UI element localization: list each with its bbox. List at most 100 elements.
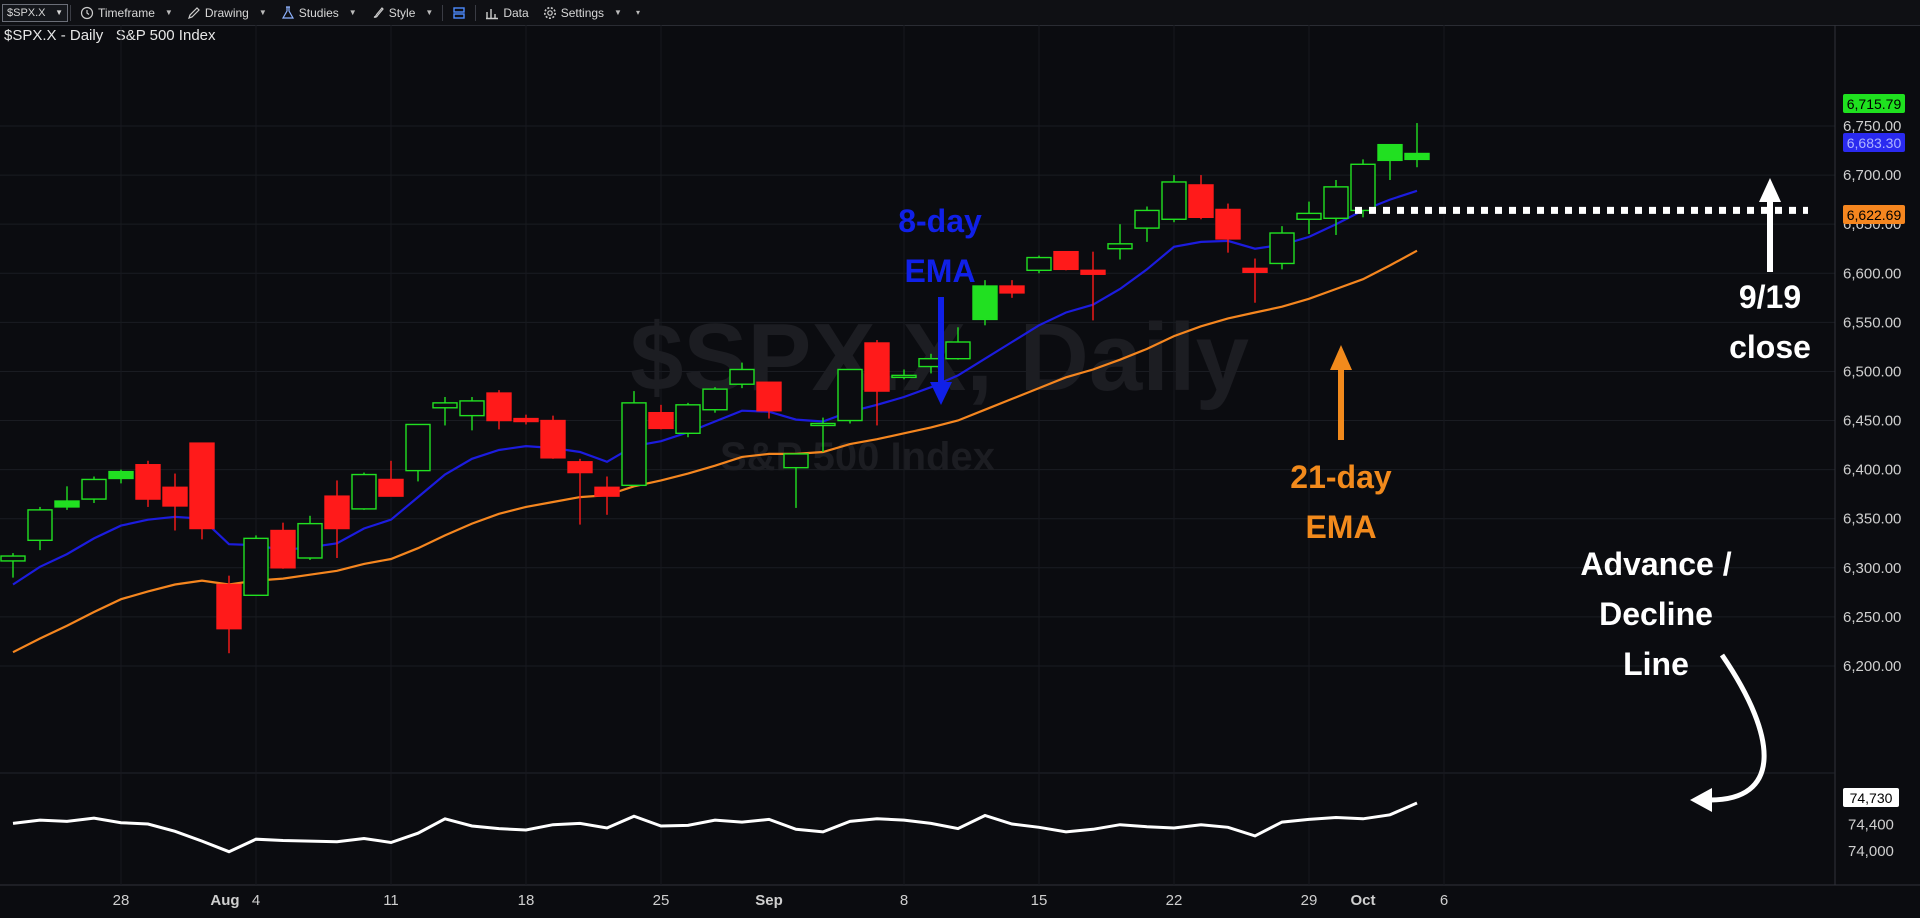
- watermark-name: S&P 500 Index: [720, 435, 995, 479]
- candle-body: [1053, 250, 1079, 271]
- settings-menu[interactable]: Settings ▼: [536, 0, 629, 25]
- candle: [0, 553, 26, 578]
- candle-body: [81, 478, 107, 500]
- ema21-arrow-icon: [1330, 345, 1352, 440]
- chevron-down-icon: ▼: [614, 8, 622, 17]
- date-tick-label: Sep: [755, 892, 783, 909]
- timeframe-menu[interactable]: Timeframe ▼: [73, 0, 180, 25]
- ad-tick-label: 74,400: [1848, 817, 1894, 834]
- candle: [837, 368, 863, 424]
- layout-icon: [453, 6, 466, 19]
- candle: [1053, 250, 1079, 271]
- more-menu[interactable]: ▾: [629, 0, 647, 25]
- ad-axis: 74,000 74,400: [1848, 817, 1894, 860]
- ema8-badge-text: 6,683.30: [1847, 135, 1902, 151]
- symbol-selector[interactable]: $SPX.X ▼: [2, 3, 68, 22]
- candle-body: [783, 453, 809, 469]
- candle: [432, 396, 458, 426]
- candle-body: [54, 500, 80, 508]
- date-tick-label: 28: [113, 892, 130, 909]
- candle: [702, 387, 728, 413]
- chart-toolbar: $SPX.X ▼ Timeframe ▼ Drawing ▼ Studies ▼…: [0, 0, 1920, 26]
- flask-icon: [281, 5, 294, 19]
- candle: [1350, 159, 1376, 218]
- price-tick-label: 6,550.00: [1843, 314, 1901, 331]
- candle-body: [810, 422, 836, 427]
- annotations: 8-day EMA 21-day EMA 9/19 close Advance …: [898, 178, 1811, 812]
- timeframe-label: Timeframe: [98, 5, 155, 20]
- candle-body: [297, 522, 323, 559]
- layout-button[interactable]: [445, 0, 473, 25]
- candle: [270, 522, 296, 569]
- candle-body: [162, 486, 188, 507]
- candle: [486, 390, 512, 430]
- candle-body: [243, 537, 269, 597]
- date-tick-label: 6: [1440, 892, 1448, 909]
- toolbar-divider: [70, 4, 71, 21]
- candle-body: [999, 285, 1025, 294]
- bar-chart-icon: [486, 8, 499, 19]
- settings-label: Settings: [560, 5, 605, 20]
- studies-menu[interactable]: Studies ▼: [274, 0, 364, 25]
- candle: [810, 417, 836, 452]
- ad-arrow-icon: [1690, 653, 1767, 812]
- candle: [27, 506, 53, 551]
- candle-series: [0, 123, 1430, 654]
- date-tick-label: 4: [252, 892, 260, 909]
- last-price-badge: 6,715.79: [1843, 94, 1905, 113]
- candle-body: [1323, 186, 1349, 219]
- price-tick-label: 6,250.00: [1843, 609, 1901, 626]
- drawing-menu[interactable]: Drawing ▼: [180, 0, 274, 25]
- ema8-annotation-line2: EMA: [904, 253, 975, 289]
- candle: [1404, 123, 1430, 168]
- candle: [864, 340, 890, 426]
- date-tick-label: 29: [1301, 892, 1318, 909]
- candle-body: [702, 388, 728, 411]
- candle: [1161, 175, 1187, 223]
- data-menu[interactable]: Data: [478, 0, 535, 25]
- candle: [243, 535, 269, 597]
- candle-body: [216, 583, 242, 630]
- candle: [1269, 226, 1295, 270]
- style-label: Style: [388, 5, 416, 20]
- chevron-down-icon: ▼: [348, 8, 357, 17]
- candle-body: [378, 478, 404, 497]
- candle-body: [1296, 212, 1322, 220]
- candle-body: [1026, 256, 1052, 272]
- chart-title: $SPX.X - Daily S&P 500 Index: [4, 27, 216, 44]
- candle: [756, 381, 782, 419]
- price-chart[interactable]: $SPX.X, Daily S&P 500 Index 6,200.006,25…: [0, 25, 1920, 918]
- candle-body: [621, 402, 647, 487]
- toolbar-divider: [475, 4, 477, 21]
- candle: [567, 458, 593, 525]
- chart-grid: [0, 25, 1920, 886]
- candle-body: [0, 555, 26, 562]
- candle: [162, 473, 188, 531]
- candle: [648, 404, 674, 430]
- chevron-down-icon: ▾: [635, 8, 640, 17]
- brush-icon: [373, 6, 384, 18]
- candle: [540, 415, 566, 459]
- candle-body: [1107, 243, 1133, 250]
- ad-tick-label: 74,000: [1848, 843, 1894, 860]
- chevron-down-icon: ▼: [55, 8, 63, 17]
- candle: [513, 414, 539, 425]
- studies-label: Studies: [298, 5, 339, 20]
- style-menu[interactable]: Style ▼: [364, 0, 441, 25]
- candle-body: [864, 342, 890, 392]
- candle-body: [1377, 143, 1403, 162]
- candle: [351, 472, 377, 510]
- symbol-text: $SPX.X: [7, 6, 46, 19]
- chevron-down-icon: ▼: [425, 8, 434, 17]
- close-annotation-line2: close: [1729, 329, 1811, 365]
- candle-body: [135, 464, 161, 500]
- date-tick-label: 15: [1031, 892, 1048, 909]
- ad-annotation-line3: Line: [1623, 646, 1689, 682]
- last-price-badge-text: 6,715.79: [1847, 96, 1902, 112]
- candle: [405, 423, 431, 482]
- candle: [54, 486, 80, 510]
- candle: [945, 327, 971, 360]
- candle: [1134, 206, 1160, 242]
- chevron-down-icon: ▼: [258, 8, 267, 17]
- ad-badge-text: 74,730: [1850, 790, 1893, 806]
